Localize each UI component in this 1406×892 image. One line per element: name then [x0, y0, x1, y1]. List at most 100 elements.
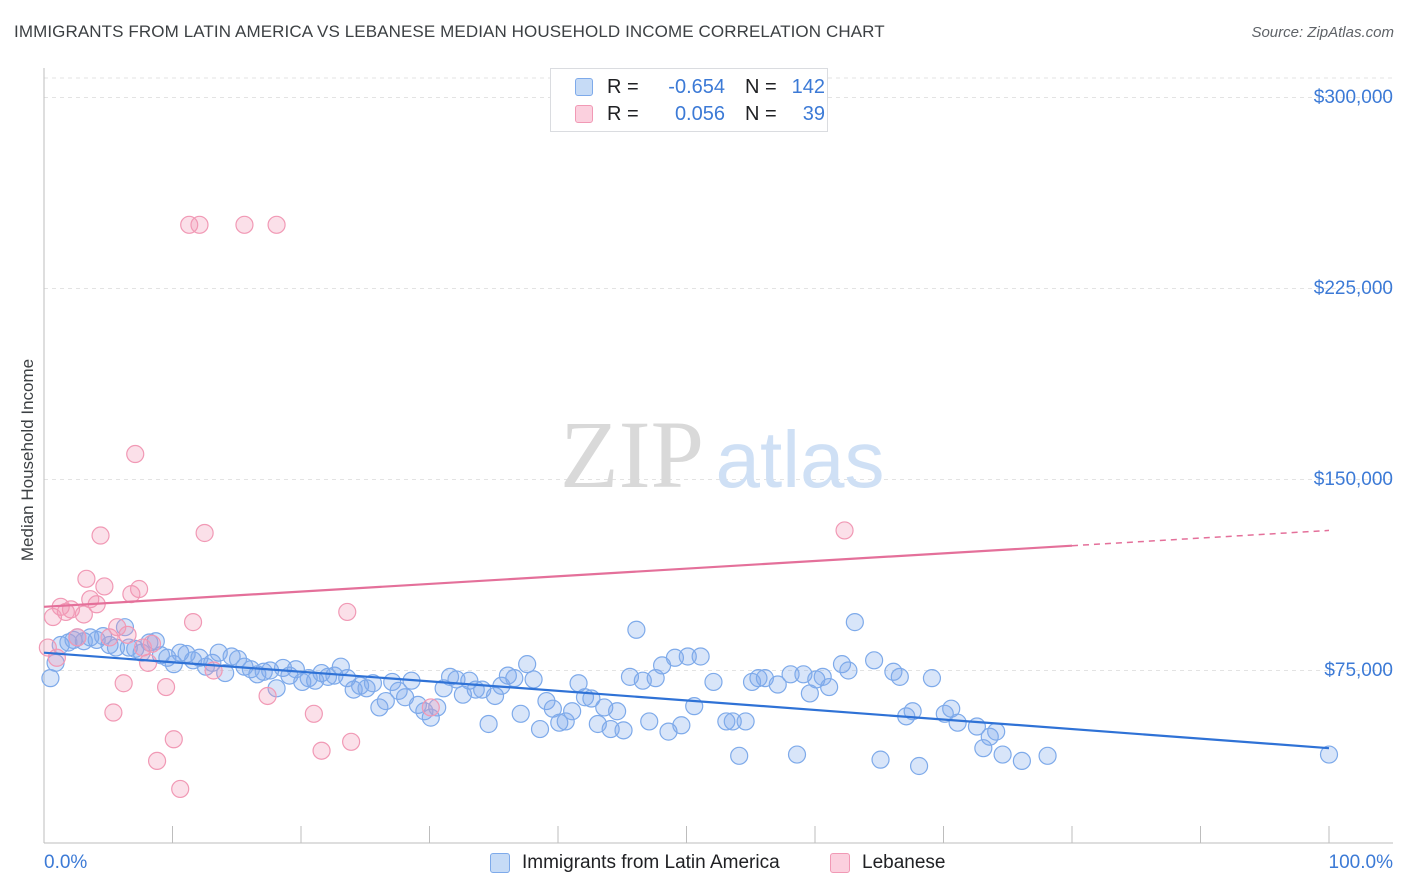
- n-label: N =: [745, 75, 777, 98]
- data-point: [479, 714, 498, 734]
- data-point: [129, 579, 149, 599]
- data-point: [550, 713, 569, 732]
- data-point: [485, 686, 505, 706]
- data-point: [338, 602, 357, 622]
- data-point: [974, 739, 993, 758]
- data-point: [845, 613, 864, 632]
- chart-title: IMMIGRANTS FROM LATIN AMERICA VS LEBANES…: [14, 22, 885, 41]
- y-tick-label: $225,000: [1313, 278, 1393, 299]
- n-value: 39: [802, 102, 825, 125]
- data-point: [95, 577, 114, 596]
- data-point: [922, 669, 942, 688]
- data-point: [142, 634, 162, 653]
- data-point: [1012, 751, 1031, 771]
- data-point: [736, 712, 755, 731]
- r-label: R =: [607, 75, 639, 98]
- data-point: [114, 674, 133, 693]
- data-point: [304, 704, 323, 723]
- y-tick-label: $300,000: [1313, 87, 1393, 108]
- data-point: [216, 663, 235, 683]
- data-point: [434, 679, 453, 698]
- data-point: [254, 662, 273, 681]
- data-point: [768, 675, 787, 694]
- data-point: [180, 215, 199, 234]
- legend-item-lebanese: Lebanese: [830, 852, 945, 874]
- data-point: [1319, 745, 1339, 764]
- data-point: [267, 215, 286, 234]
- data-point: [77, 569, 96, 588]
- data-point: [530, 719, 550, 739]
- axes: [43, 68, 1393, 844]
- trend-line-extension: [1071, 529, 1330, 547]
- data-point: [672, 716, 691, 735]
- data-point: [511, 704, 530, 723]
- data-point: [563, 702, 582, 721]
- data-point: [948, 713, 967, 732]
- data-point: [865, 651, 884, 670]
- data-point: [787, 745, 807, 764]
- data-point: [94, 627, 113, 646]
- data-point: [909, 756, 929, 776]
- r-label: R =: [607, 102, 639, 125]
- stats-legend: R = -0.654 N = 142 R = 0.056 N = 39: [550, 68, 828, 132]
- data-point: [730, 746, 749, 765]
- grid: [44, 77, 1393, 671]
- watermark-zip: ZIP: [560, 401, 704, 508]
- data-point: [138, 653, 158, 672]
- x-tick-label: 100.0%: [1328, 852, 1393, 873]
- data-point: [903, 702, 922, 721]
- data-point: [164, 730, 183, 749]
- n-label: N =: [745, 102, 777, 125]
- data-point: [890, 667, 909, 686]
- legend-label: Immigrants from Latin America: [522, 852, 780, 873]
- points: [38, 215, 1339, 799]
- data-point: [164, 655, 183, 674]
- data-point: [68, 628, 87, 647]
- data-point: [342, 732, 361, 751]
- r-value: 0.056: [674, 102, 725, 125]
- data-point: [608, 702, 627, 721]
- data-point: [195, 523, 214, 543]
- data-point: [203, 653, 222, 672]
- data-point: [505, 669, 524, 688]
- data-point: [813, 667, 832, 686]
- data-point: [691, 647, 710, 666]
- data-point: [91, 526, 110, 545]
- data-point: [1038, 746, 1057, 765]
- data-point: [421, 708, 440, 727]
- data-point: [147, 751, 167, 771]
- data-point: [839, 661, 858, 680]
- data-point: [781, 665, 800, 684]
- legend-swatch: [490, 853, 510, 873]
- data-point: [38, 638, 57, 657]
- data-point: [190, 215, 209, 234]
- r-value: -0.654: [668, 75, 725, 98]
- data-point: [171, 779, 190, 799]
- data-point: [871, 750, 890, 769]
- data-point: [614, 721, 633, 740]
- data-point: [100, 628, 119, 647]
- swatch-lebanese: [575, 105, 593, 123]
- data-point: [428, 698, 447, 717]
- data-point: [723, 712, 742, 731]
- trend-lines: [43, 529, 1330, 750]
- data-point: [835, 521, 854, 540]
- x-tick-label: 0.0%: [44, 852, 88, 873]
- data-point: [627, 620, 646, 639]
- legend-row-lebanese: R = 0.056 N = 39: [575, 102, 825, 126]
- data-point: [106, 638, 126, 657]
- data-point: [749, 669, 768, 688]
- data-point: [678, 647, 697, 666]
- data-point: [41, 669, 60, 688]
- data-point: [74, 605, 93, 624]
- trend-line: [43, 651, 1330, 750]
- data-point: [665, 648, 685, 667]
- data-point: [47, 648, 66, 667]
- source-label: Source: ZipAtlas.com: [1251, 24, 1394, 41]
- data-point: [156, 677, 176, 697]
- legend-item-latin-america: Immigrants from Latin America: [490, 852, 780, 874]
- data-point: [126, 444, 145, 464]
- data-point: [524, 670, 543, 689]
- data-point: [104, 703, 123, 722]
